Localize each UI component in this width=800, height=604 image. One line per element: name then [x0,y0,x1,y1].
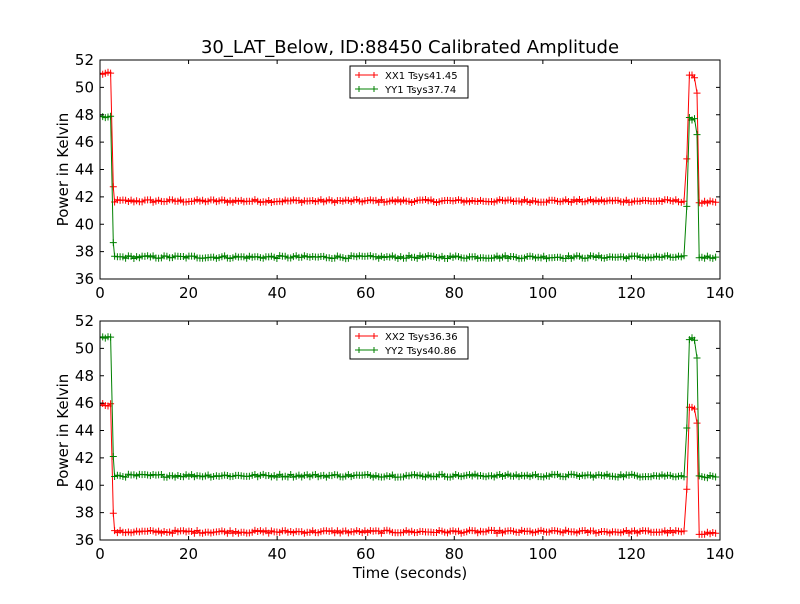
legend-label: YY1 Tsys37.74 [384,85,456,96]
plot-area [100,68,720,263]
x-axis-label: Time (seconds) [352,564,468,582]
legend-box [349,65,469,99]
y-tick-label: 42 [75,188,94,206]
x-tick-label: 120 [617,284,646,302]
legend-label: XX2 Tsys36.36 [385,332,458,343]
y-tick-label: 36 [75,270,94,288]
x-tick-label: 0 [95,284,105,302]
legend-label: YY2 Tsys40.86 [384,346,456,357]
series-markers [100,400,720,538]
legend-swatch-marker [356,333,377,339]
x-tick-label: 0 [95,545,105,563]
x-tick-label: 60 [356,284,375,302]
x-tick-label: 20 [179,545,198,563]
x-tick-label: 120 [617,545,646,563]
y-tick-label: 38 [75,243,94,261]
x-tick-label: 40 [268,284,287,302]
series-markers [100,333,720,482]
legend-label: XX1 Tsys41.45 [385,71,458,82]
x-tick-label: 80 [445,284,464,302]
y-tick-label: 48 [75,367,94,385]
y-tick-label: 46 [75,133,94,151]
y-axis-label: Power in Kelvin [54,374,72,488]
x-tick-label: 140 [706,545,735,563]
y-tick-label: 44 [75,161,94,179]
y-tick-label: 46 [75,394,94,412]
legend: XX1 Tsys41.45 YY1 Tsys37.74 [349,65,469,99]
y-tick-label: 48 [75,106,94,124]
y-tick-label: 52 [75,51,94,69]
x-tick-label: 40 [268,545,287,563]
y-tick-label: 40 [75,476,94,494]
y-tick-label: 52 [75,312,94,330]
y-tick-label: 44 [75,422,94,440]
legend-box [349,326,469,360]
legend-swatch-marker [356,72,377,78]
plot-area [100,333,720,538]
y-tick-label: 38 [75,504,94,522]
top-subplot: 0 20 40 60 80 100 120 140 36 38 40 42 44 46 48 50 52 Powe… [54,51,734,302]
series-markers [100,68,720,207]
legend: XX2 Tsys36.36 YY2 Tsys40.86 [349,326,469,360]
y-tick-label: 50 [75,78,94,96]
legend-swatch-marker [356,86,377,92]
x-tick-label: 80 [445,545,464,563]
y-axis-label: Power in Kelvin [54,113,72,227]
y-tick-label: 42 [75,449,94,467]
x-tick-label: 100 [529,284,558,302]
y-tick-label: 50 [75,339,94,357]
x-tick-label: 100 [529,545,558,563]
x-tick-label: 140 [706,284,735,302]
figure-title: 30_LAT_Below, ID:88450 Calibrated Amplit… [201,37,619,58]
bottom-subplot: 0 20 40 60 80 100 120 140 36 38 40 42 44 46 48 50 52 Powe… [54,312,734,582]
y-tick-label: 40 [75,215,94,233]
x-tick-label: 60 [356,545,375,563]
legend-swatch-marker [356,347,377,353]
x-tick-label: 20 [179,284,198,302]
series-markers [100,112,720,263]
y-tick-label: 36 [75,531,94,549]
